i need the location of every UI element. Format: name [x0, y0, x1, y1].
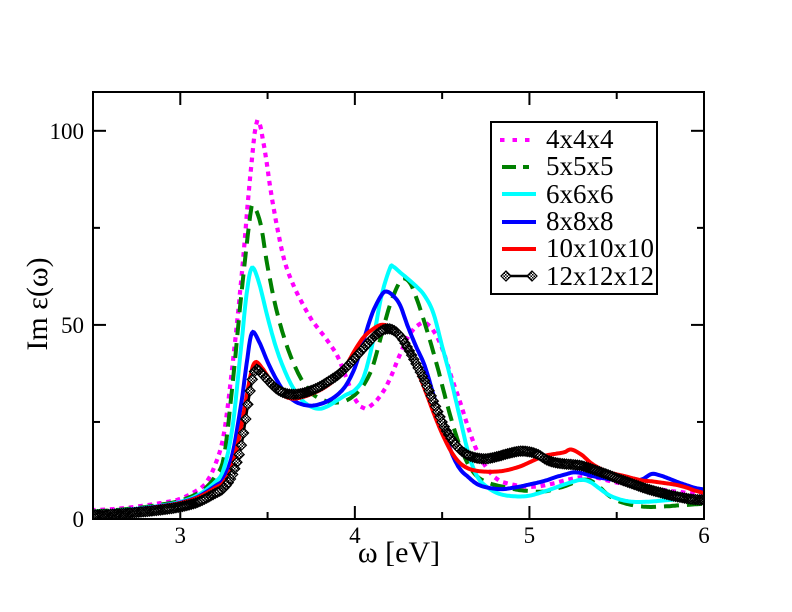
x-tick-label: 3 — [175, 523, 187, 548]
legend-item-label: 10x10x10 — [546, 233, 654, 264]
legend-line-sample — [502, 164, 536, 169]
legend-item-6x6x6: 6x6x6 — [499, 178, 656, 209]
legend-item-5x5x5: 5x5x5 — [499, 151, 656, 182]
legend-box: 4x4x4 5x5x5 6x6x6 8x8x8 10x10x10 12x12x12 — [490, 121, 658, 295]
legend-item-10x10x10: 10x10x10 — [499, 233, 656, 264]
legend-item-label: 4x4x4 — [546, 124, 614, 155]
curves — [93, 117, 704, 519]
legend-item-label: 12x12x12 — [546, 260, 654, 291]
series-6x6x6-line — [93, 263, 704, 514]
y-tick-label: 100 — [50, 119, 85, 144]
legend-item-8x8x8: 8x8x8 — [499, 206, 656, 237]
legend-item-label: 5x5x5 — [546, 151, 614, 182]
legend-line-sample — [500, 270, 538, 283]
series-10x10x10-line — [93, 322, 704, 515]
plot-frame — [92, 91, 705, 520]
y-tick-label: 0 — [73, 507, 85, 532]
axis-ticks — [93, 92, 705, 519]
x-tick-label: 6 — [698, 523, 710, 548]
tick-labels: 3 4 5 6 0 50 100 — [50, 119, 710, 548]
y-axis-label: Im ε(ω) — [21, 257, 54, 351]
legend-line-sample — [500, 137, 538, 142]
y-tick-label: 50 — [61, 313, 84, 338]
x-tick-label: 5 — [524, 523, 536, 548]
legend-item-label: 6x6x6 — [546, 178, 614, 209]
legend-item-4x4x4: 4x4x4 — [499, 124, 656, 155]
x-axis-label: ω [eV] — [357, 536, 441, 569]
legend-line-sample — [502, 219, 536, 224]
x-tick-label: 4 — [349, 523, 361, 548]
legend-item-label: 8x8x8 — [546, 206, 614, 237]
legend-line-sample — [502, 246, 536, 251]
legend-line-sample — [502, 192, 536, 197]
legend-item-12x12x12: 12x12x12 — [499, 260, 656, 291]
series-12x12x12-markers — [93, 322, 704, 519]
